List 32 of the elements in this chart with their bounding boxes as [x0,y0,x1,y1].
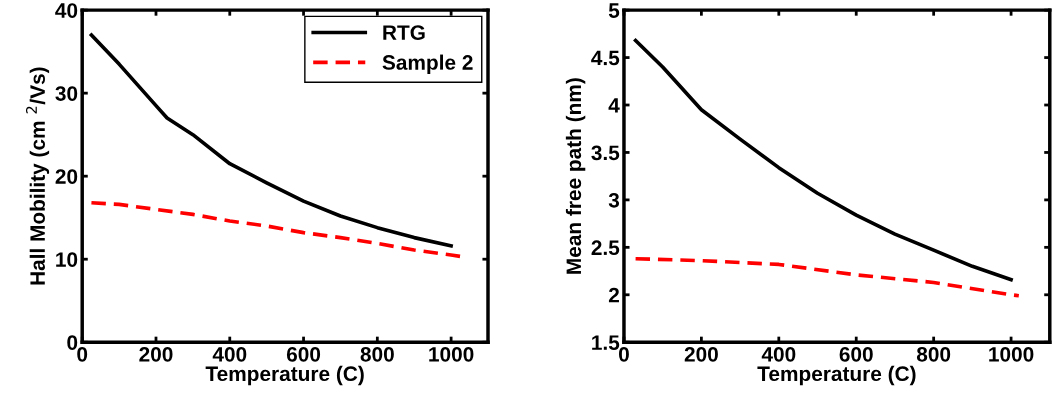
y-tick-label: 3.5 [591,145,620,161]
y-tick-label: 20 [55,169,78,184]
legend-label: Sample 2 [382,54,473,74]
y-tick-label: 40 [55,3,78,18]
y-tick-label: 2.5 [591,240,620,256]
x-tick-label: 200 [139,346,173,362]
y-tick-label: 0 [67,335,78,350]
y-tick-label: 4.5 [591,50,620,66]
x-tick-label: 1000 [429,346,474,362]
x-axis-title: Temperature (C) [757,365,916,386]
y-tick-label: 30 [55,86,78,101]
y-axis-title: Hall Mobility (cm $^{2}$/Vs) [25,67,50,285]
y-tick-label: 5 [608,3,620,18]
y-tick-label: 2 [608,287,619,303]
line-series [633,38,1013,282]
x-tick-label: 0 [77,346,88,362]
y-axis-title: Mean free path (nm) [565,78,586,274]
x-tick-label: 1000 [989,346,1034,362]
x-tick-label: 800 [360,346,394,362]
x-tick-label: 400 [761,346,796,362]
x-tick-label: 600 [286,346,321,362]
x-tick-label: 800 [916,346,951,362]
y-tick-label: 4 [608,98,620,113]
x-tick-label: 200 [684,346,718,362]
x-tick-label: 400 [212,346,247,362]
legend-label: RTG [383,25,425,41]
y-tick-label: 1.5 [592,335,620,350]
x-axis-title: Temperature (C) [205,365,364,386]
y-tick-label: 3 [608,192,620,208]
line-series [633,256,1021,298]
y-tick-label: 10 [56,252,78,267]
x-tick-label: 600 [839,346,873,362]
